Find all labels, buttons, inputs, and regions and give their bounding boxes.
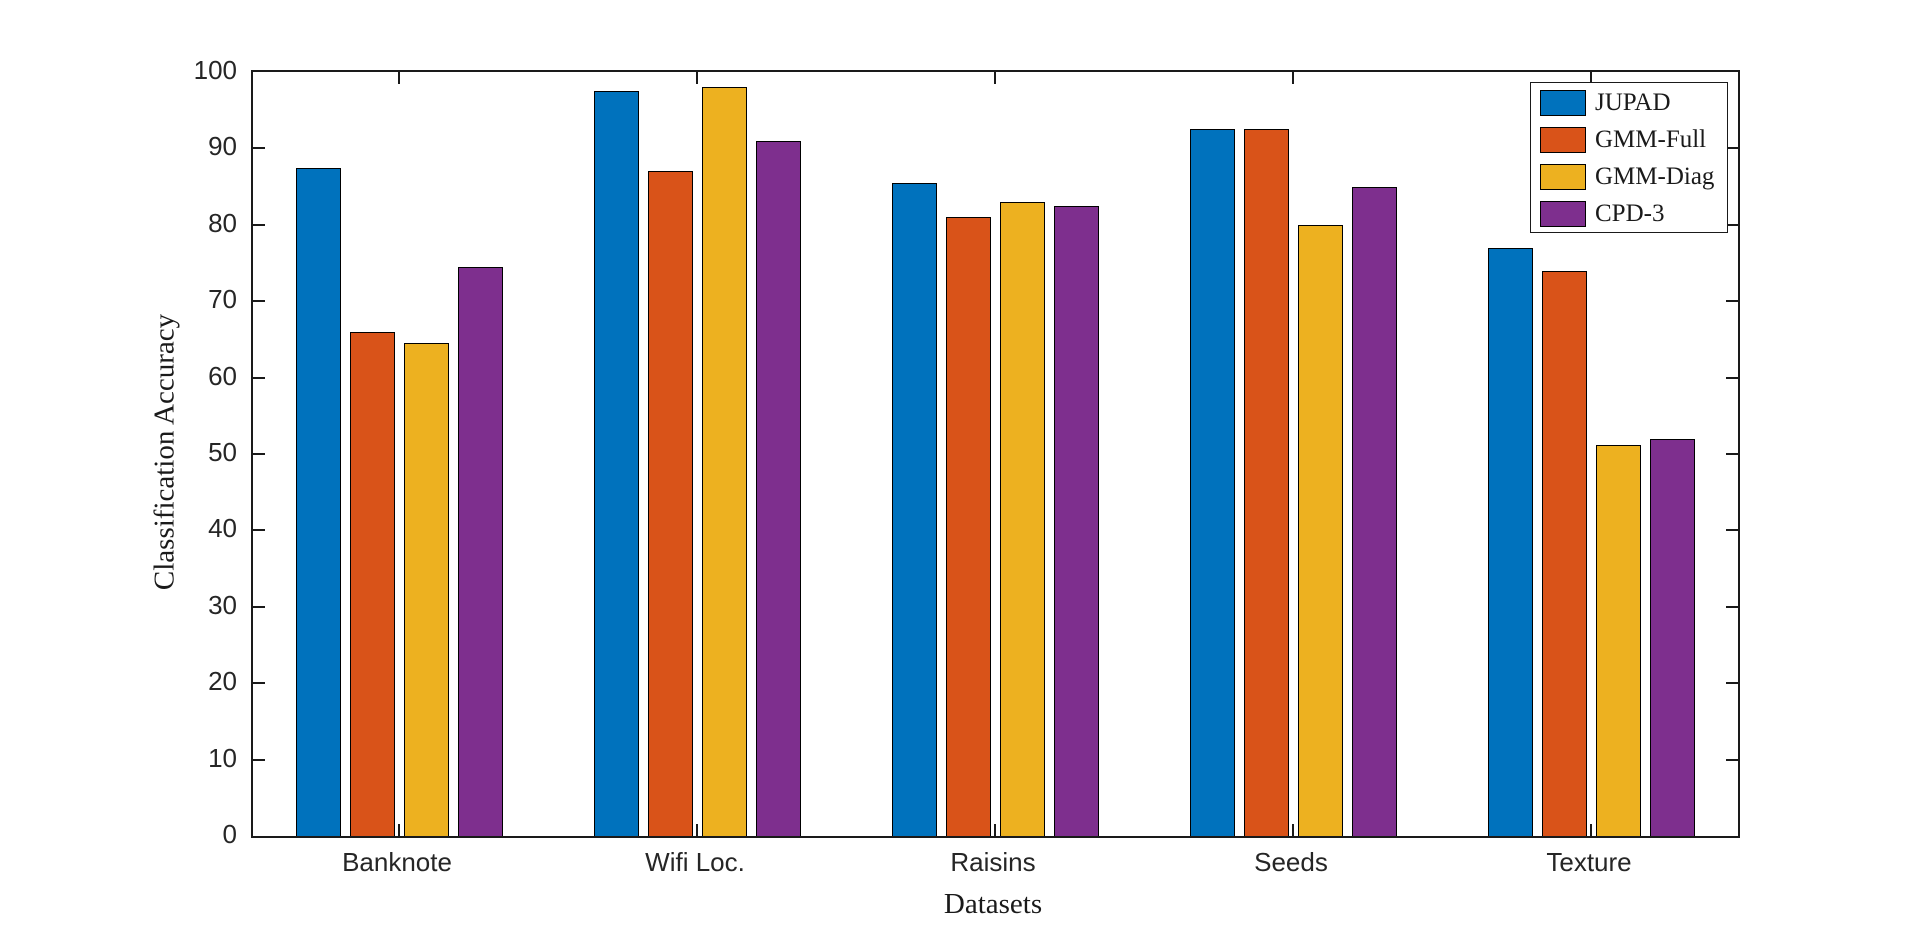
y-tick-left: [253, 453, 265, 455]
y-tick-label: 30: [208, 589, 237, 620]
y-tick-label: 20: [208, 666, 237, 697]
x-axis-label: Datasets: [943, 888, 1043, 920]
y-tick-right: [1726, 223, 1738, 226]
bar-cpd-3-3: [1351, 186, 1397, 836]
x-tick-label-banknote: Banknote: [342, 847, 452, 877]
legend-swatch-cpd-3: [1540, 201, 1586, 227]
legend-label: GMM-Full: [1595, 126, 1707, 153]
y-tick-right: [1726, 453, 1738, 455]
bar-gmm-diag-1: [701, 87, 747, 836]
y-tick-left: [253, 529, 265, 532]
x-tick-top: [398, 72, 400, 84]
legend-label: JUPAD: [1595, 89, 1671, 116]
y-tick-label: 100: [193, 55, 237, 85]
y-tick-right: [1726, 605, 1738, 608]
y-tick-label: 60: [208, 360, 237, 391]
y-tick-right: [1726, 529, 1738, 532]
y-tick-label: 70: [208, 284, 237, 315]
y-tick-label: 10: [208, 742, 237, 773]
x-tick-label-raisins: Raisins: [950, 847, 1036, 877]
legend-item-cpd-3: CPD-3: [1531, 201, 1727, 228]
bar-jupad-1: [593, 91, 639, 836]
y-tick-label: 90: [208, 131, 237, 162]
x-tick-bottom: [398, 824, 400, 836]
legend-item-jupad: JUPAD: [1531, 90, 1727, 117]
x-tick-bottom: [696, 824, 698, 836]
bar-gmm-full-0: [349, 331, 395, 836]
bar-gmm-full-3: [1243, 129, 1289, 836]
bar-gmm-diag-3: [1297, 224, 1343, 836]
legend-item-gmm-full: GMM-Full: [1531, 127, 1727, 154]
bar-gmm-diag-0: [403, 343, 449, 836]
legend: JUPAD GMM-Full GMM-Diag CPD-3: [1530, 82, 1728, 233]
y-tick-right: [1726, 376, 1738, 379]
y-tick-left: [253, 223, 265, 226]
legend-swatch-jupad: [1540, 90, 1586, 116]
y-tick-label: 0: [222, 819, 237, 849]
x-tick-bottom: [994, 824, 996, 836]
bar-gmm-full-4: [1541, 270, 1587, 836]
legend-swatch-gmm-diag: [1540, 164, 1586, 190]
bar-cpd-3-1: [755, 140, 801, 836]
y-tick-left: [253, 376, 265, 379]
bar-cpd-3-4: [1649, 438, 1695, 836]
bar-gmm-diag-4: [1595, 444, 1641, 836]
y-tick-label: 50: [208, 437, 237, 467]
x-tick-label-seeds: Seeds: [1254, 847, 1328, 877]
bar-cpd-3-2: [1053, 205, 1099, 836]
x-tick-bottom: [1292, 824, 1294, 836]
x-tick-top: [696, 72, 698, 84]
x-tick-bottom: [1590, 824, 1592, 836]
bar-jupad-3: [1189, 129, 1235, 836]
y-tick-label: 40: [208, 513, 237, 544]
y-axis-label: Classification Accuracy: [148, 313, 181, 591]
y-tick-left: [253, 758, 265, 761]
legend-swatch-gmm-full: [1540, 127, 1586, 153]
plot-area: [251, 70, 1740, 838]
x-tick-top: [994, 72, 996, 84]
bar-jupad-4: [1487, 247, 1533, 836]
y-tick-right: [1726, 300, 1738, 303]
y-tick-right: [1726, 147, 1738, 150]
y-tick-right: [1726, 758, 1738, 761]
y-tick-left: [253, 300, 265, 303]
x-tick-top: [1590, 72, 1592, 84]
bar-gmm-full-1: [647, 171, 693, 836]
legend-label: GMM-Diag: [1595, 163, 1715, 190]
x-tick-top: [1292, 72, 1294, 84]
legend-item-gmm-diag: GMM-Diag: [1531, 164, 1727, 191]
bar-gmm-full-2: [945, 217, 991, 836]
legend-label: CPD-3: [1595, 200, 1665, 227]
bar-gmm-diag-2: [999, 201, 1045, 836]
y-tick-left: [253, 682, 265, 685]
y-tick-label: 80: [208, 207, 237, 238]
y-tick-left: [253, 147, 265, 150]
y-tick-left: [253, 605, 265, 608]
bar-cpd-3-0: [457, 266, 503, 836]
x-tick-label-texture: Texture: [1546, 847, 1632, 877]
y-tick-right: [1726, 682, 1738, 685]
bar-jupad-2: [891, 182, 937, 836]
x-tick-label-wifi-loc-: Wifi Loc.: [645, 847, 745, 877]
bar-jupad-0: [295, 167, 341, 836]
